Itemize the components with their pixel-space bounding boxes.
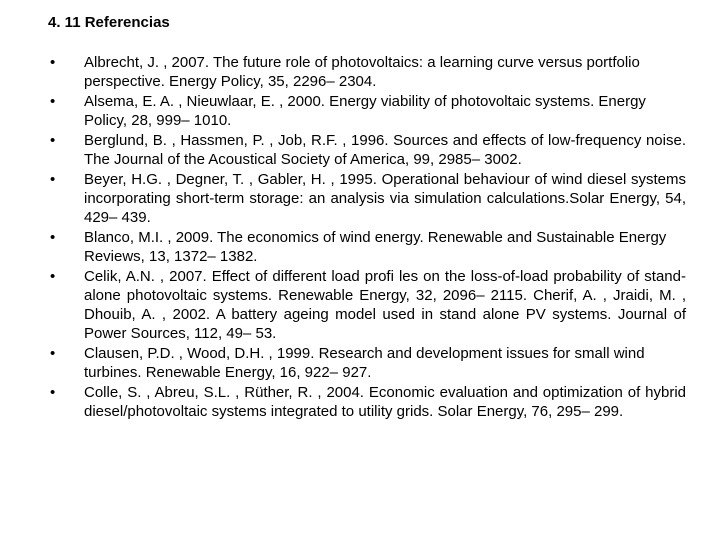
bullet-icon: • — [48, 228, 84, 247]
reference-text: Berglund, B. , Hassmen, P. , Job, R.F. ,… — [84, 131, 686, 169]
reference-item: •Celik, A.N. , 2007. Effect of different… — [48, 267, 686, 343]
bullet-icon: • — [48, 53, 84, 72]
reference-text: Celik, A.N. , 2007. Effect of different … — [84, 267, 686, 343]
reference-text: Albrecht, J. , 2007. The future role of … — [84, 53, 686, 91]
section-heading: 4. 11 Referencias — [48, 14, 686, 31]
bullet-icon: • — [48, 267, 84, 286]
bullet-icon: • — [48, 344, 84, 363]
reference-text: Colle, S. , Abreu, S.L. , Rüther, R. , 2… — [84, 383, 686, 421]
reference-text: Blanco, M.I. , 2009. The economics of wi… — [84, 228, 686, 266]
bullet-icon: • — [48, 131, 84, 150]
reference-list: •Albrecht, J. , 2007. The future role of… — [48, 53, 686, 421]
reference-text: Beyer, H.G. , Degner, T. , Gabler, H. , … — [84, 170, 686, 227]
reference-text: Alsema, E. A. , Nieuwlaar, E. , 2000. En… — [84, 92, 686, 130]
reference-item: •Berglund, B. , Hassmen, P. , Job, R.F. … — [48, 131, 686, 169]
reference-item: •Albrecht, J. , 2007. The future role of… — [48, 53, 686, 91]
bullet-icon: • — [48, 92, 84, 111]
reference-item: •Beyer, H.G. , Degner, T. , Gabler, H. ,… — [48, 170, 686, 227]
bullet-icon: • — [48, 170, 84, 189]
reference-item: •Clausen, P.D. , Wood, D.H. , 1999. Rese… — [48, 344, 686, 382]
reference-item: •Alsema, E. A. , Nieuwlaar, E. , 2000. E… — [48, 92, 686, 130]
bullet-icon: • — [48, 383, 84, 402]
reference-item: •Blanco, M.I. , 2009. The economics of w… — [48, 228, 686, 266]
document-page: 4. 11 Referencias •Albrecht, J. , 2007. … — [0, 0, 720, 442]
reference-text: Clausen, P.D. , Wood, D.H. , 1999. Resea… — [84, 344, 686, 382]
reference-item: •Colle, S. , Abreu, S.L. , Rüther, R. , … — [48, 383, 686, 421]
